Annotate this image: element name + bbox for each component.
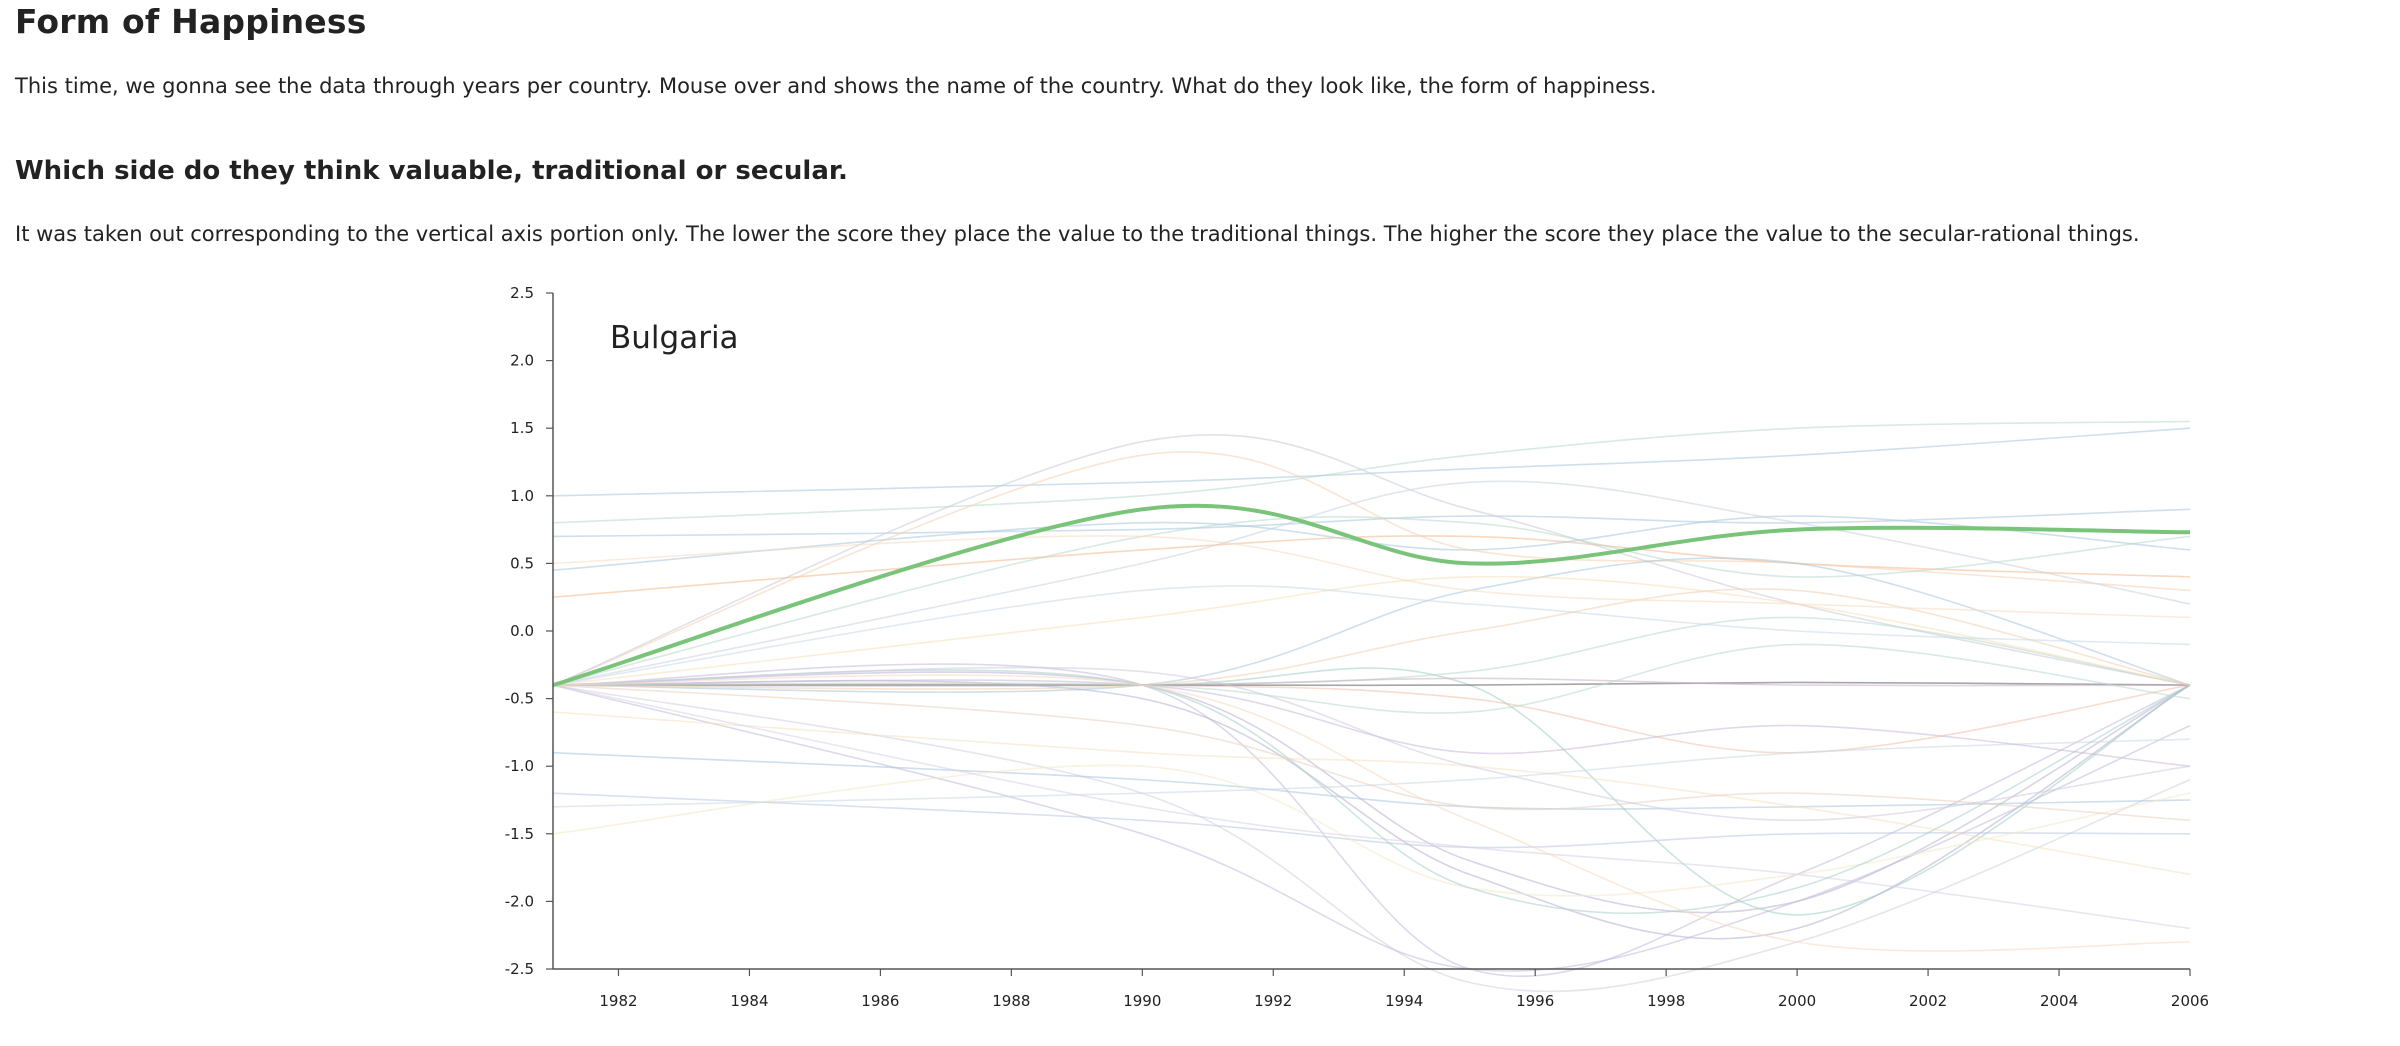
country-line-18[interactable] — [552, 684, 2191, 993]
country-line-19[interactable] — [552, 751, 2191, 810]
series-lines[interactable] — [552, 420, 2191, 993]
country-line-34[interactable] — [552, 643, 2191, 714]
x-tick-label: 1992 — [1254, 992, 1292, 1010]
y-tick-label: 1.5 — [510, 419, 534, 437]
page-title: Form of Happiness — [15, 2, 367, 41]
country-line-10[interactable] — [552, 663, 2191, 978]
country-line-12[interactable] — [552, 557, 2191, 693]
country-line-8[interactable] — [552, 671, 2191, 914]
country-line-5[interactable] — [552, 515, 2191, 571]
intro-text: This time, we gonna see the data through… — [15, 74, 1657, 98]
country-line-33[interactable] — [552, 666, 2191, 822]
x-tick-label: 1988 — [992, 992, 1030, 1010]
country-line-6[interactable] — [552, 451, 2191, 686]
x-tick-label: 1996 — [1516, 992, 1554, 1010]
x-tick-label: 1984 — [730, 992, 768, 1010]
country-line-2[interactable] — [552, 420, 2191, 524]
country-line-30[interactable] — [552, 535, 2191, 619]
country-line-17[interactable] — [552, 575, 2191, 686]
y-tick-label: 2.0 — [510, 352, 534, 370]
country-line-27[interactable] — [552, 679, 2191, 767]
x-tick-label: 2002 — [1909, 992, 1947, 1010]
y-tick-label: -0.5 — [505, 690, 534, 708]
country-line-29[interactable] — [552, 516, 2191, 686]
country-line-20[interactable] — [552, 792, 2191, 849]
country-line-22[interactable] — [552, 711, 2191, 876]
country-line-highlighted[interactable] — [552, 503, 2191, 688]
x-tick-label: 1986 — [861, 992, 899, 1010]
x-tick-label: 1990 — [1123, 992, 1161, 1010]
country-line-4[interactable] — [552, 535, 2191, 598]
country-line-3[interactable] — [552, 508, 2191, 538]
x-tick-label: 2006 — [2171, 992, 2209, 1010]
country-line-15[interactable] — [552, 677, 2191, 687]
section-description: It was taken out corresponding to the ve… — [15, 222, 2140, 246]
y-tick-label: -2.5 — [505, 960, 534, 978]
country-line-11[interactable] — [552, 683, 2191, 754]
country-line-31[interactable] — [552, 480, 2191, 686]
x-tick-label: 1982 — [599, 992, 637, 1010]
y-tick-label: 2.5 — [510, 284, 534, 302]
country-line-26[interactable] — [552, 669, 2191, 914]
y-tick-label: -1.0 — [505, 757, 534, 775]
country-line-28[interactable] — [552, 588, 2191, 690]
country-line-36[interactable] — [552, 585, 2191, 686]
country-line-35[interactable] — [552, 674, 2191, 952]
country-line-32[interactable] — [552, 684, 2191, 822]
axes: 2.5 2.0 1.5 1.0 0.5 0.0 -0.5 -1.0 -1.5 -2.0 -2.5 19… — [505, 284, 2209, 1010]
y-tick-label: 0.0 — [510, 622, 534, 640]
y-tick-label: 0.5 — [510, 554, 534, 572]
y-tick-label: -1.5 — [505, 825, 534, 843]
country-line-9[interactable] — [553, 667, 2191, 916]
country-line-1[interactable] — [552, 427, 2191, 497]
x-tick-label: 2004 — [2040, 992, 2078, 1010]
x-tick-label: 2000 — [1778, 992, 1816, 1010]
country-line-21[interactable] — [552, 684, 2191, 972]
y-tick-label: -2.0 — [505, 892, 534, 910]
country-line-25[interactable] — [552, 684, 2191, 930]
country-line-7[interactable] — [552, 433, 2191, 686]
country-line-16[interactable] — [552, 679, 2191, 940]
country-line-24[interactable] — [552, 738, 2191, 808]
country-line-23[interactable] — [552, 764, 2191, 897]
x-tick-label: 1998 — [1647, 992, 1685, 1010]
y-tick-label: 1.0 — [510, 487, 534, 505]
hovered-country-label: Bulgaria — [610, 320, 739, 356]
x-tick-label: 1994 — [1385, 992, 1423, 1010]
section-heading: Which side do they think valuable, tradi… — [15, 156, 848, 186]
